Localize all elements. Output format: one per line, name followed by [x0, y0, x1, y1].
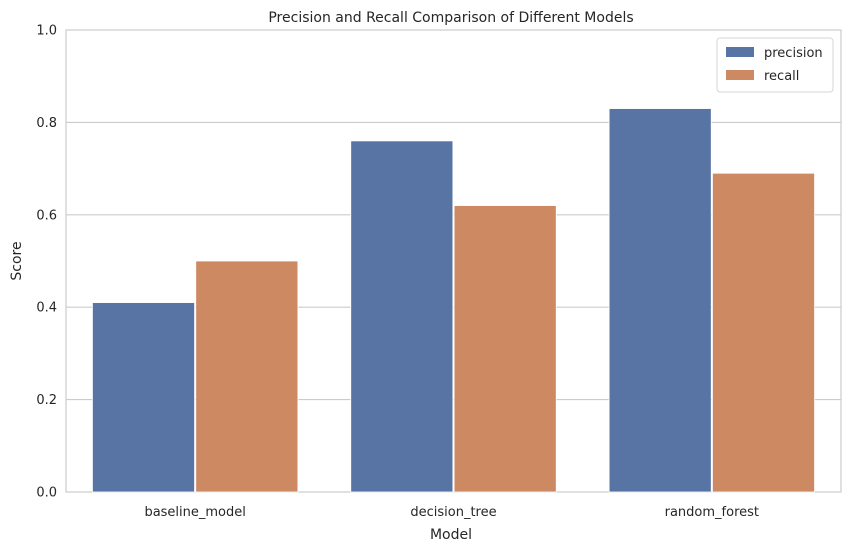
x-axis-label: Model [430, 527, 472, 543]
y-tick-label: 0.4 [36, 301, 57, 316]
legend-swatch-precision [726, 47, 754, 57]
y-tick-label: 0.6 [36, 208, 57, 223]
plot-frame [65, 29, 842, 493]
legend: precision recall [716, 37, 834, 93]
bars-group [92, 108, 815, 493]
y-tick-label: 0.2 [36, 393, 57, 408]
y-tick-labels: 0.0 0.2 0.4 0.6 0.8 1.0 [36, 24, 57, 501]
grid-lines [66, 121, 841, 401]
x-tick-label: baseline_model [144, 505, 245, 520]
bar-recall-random_forest [712, 172, 815, 493]
y-axis-label: Score [9, 241, 25, 280]
bar-precision-random_forest [608, 108, 712, 493]
chart-title: Precision and Recall Comparison of Diffe… [268, 10, 633, 26]
x-tick-labels: baseline_model decision_tree random_forest [144, 505, 759, 520]
x-tick-label: decision_tree [410, 505, 496, 520]
bar-precision-decision_tree [350, 140, 454, 493]
legend-swatch-recall [726, 70, 754, 80]
legend-label-recall: recall [764, 69, 799, 84]
legend-label-precision: precision [764, 46, 823, 61]
x-tick-label: random_forest [665, 505, 759, 520]
y-tick-label: 0.0 [36, 486, 57, 501]
bar-recall-decision_tree [453, 205, 557, 493]
y-tick-label: 1.0 [36, 24, 57, 39]
bar-recall-baseline_model [195, 260, 299, 493]
y-tick-label: 0.8 [36, 116, 57, 131]
bar-precision-baseline_model [92, 302, 195, 493]
